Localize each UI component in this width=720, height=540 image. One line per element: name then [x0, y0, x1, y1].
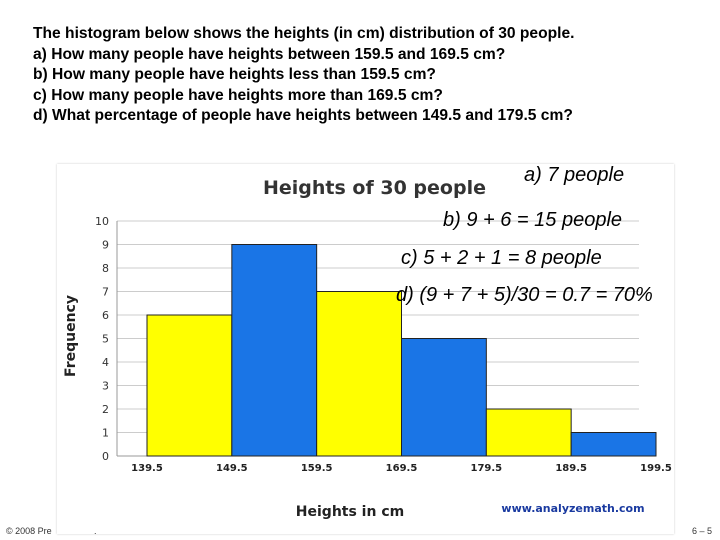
question-c: c) How many people have heights more tha… [33, 86, 443, 104]
x-tick-label: 169.5 [386, 463, 418, 474]
histogram-svg: 0 1 2 3 4 5 6 7 8 9 10 139.5 149.5 159.5 169.5 179.5 189… [63, 177, 672, 520]
histogram-bar-149.5-159.5 [231, 244, 318, 457]
question-b: b) How many people have heights less tha… [33, 66, 436, 83]
answer-a: a) 7 people [524, 164, 625, 186]
answer-d: d) (9 + 7 + 5)/30 = 0.7 = 70% [396, 284, 653, 306]
y-tick-label: 9 [102, 239, 109, 252]
y-tick-label: 10 [95, 215, 109, 228]
answer-c: c) 5 + 2 + 1 = 8 people [401, 247, 602, 269]
x-axis-label: Heights in cm [296, 504, 404, 520]
chart-title: Heights of 30 people [263, 177, 486, 199]
y-tick-label: 6 [102, 309, 109, 322]
histogram-bar-189.5-199.5 [570, 432, 657, 457]
y-axis-label: Frequency [63, 295, 79, 377]
slide-number: 6 – 5 [691, 526, 712, 536]
watermark-text: www.analyzemath.com [501, 502, 644, 515]
y-tick-label: 5 [102, 333, 109, 346]
x-tick-label: 189.5 [555, 463, 587, 474]
copyright-footer: © 2008 Pre [6, 526, 52, 536]
y-tick-label: 4 [102, 356, 109, 369]
y-tick-label: 2 [102, 403, 109, 416]
y-tick-label: 7 [102, 286, 109, 299]
question-d: d) What percentage of people have height… [33, 107, 573, 124]
y-tick-label: 8 [102, 262, 109, 275]
x-tick-label: 179.5 [471, 463, 503, 474]
y-tick-label: 0 [102, 450, 109, 463]
x-tick-label: 139.5 [131, 463, 163, 474]
x-tick-label: 199.5 [640, 463, 672, 474]
histogram-chart: 0 1 2 3 4 5 6 7 8 9 10 139.5 149.5 159.5 169.5 179.5 189… [57, 164, 674, 534]
question-text: The histogram below shows the heights (i… [33, 24, 703, 127]
y-tick-label: 1 [102, 427, 109, 440]
histogram-bar-179.5-189.5 [485, 408, 572, 457]
y-tick-label: 3 [102, 380, 109, 393]
histogram-bar-159.5-169.5 [316, 291, 402, 457]
question-intro: The histogram below shows the heights (i… [33, 25, 575, 42]
x-tick-label: 149.5 [216, 463, 248, 474]
answer-b: b) 9 + 6 = 15 people [443, 209, 623, 231]
histogram-bar-169.5-179.5 [401, 338, 487, 457]
question-a: a) How many people have heights between … [33, 45, 506, 63]
histogram-bar-139.5-149.5 [146, 314, 233, 457]
footer-dot: . [94, 526, 97, 536]
x-tick-label: 159.5 [301, 463, 333, 474]
